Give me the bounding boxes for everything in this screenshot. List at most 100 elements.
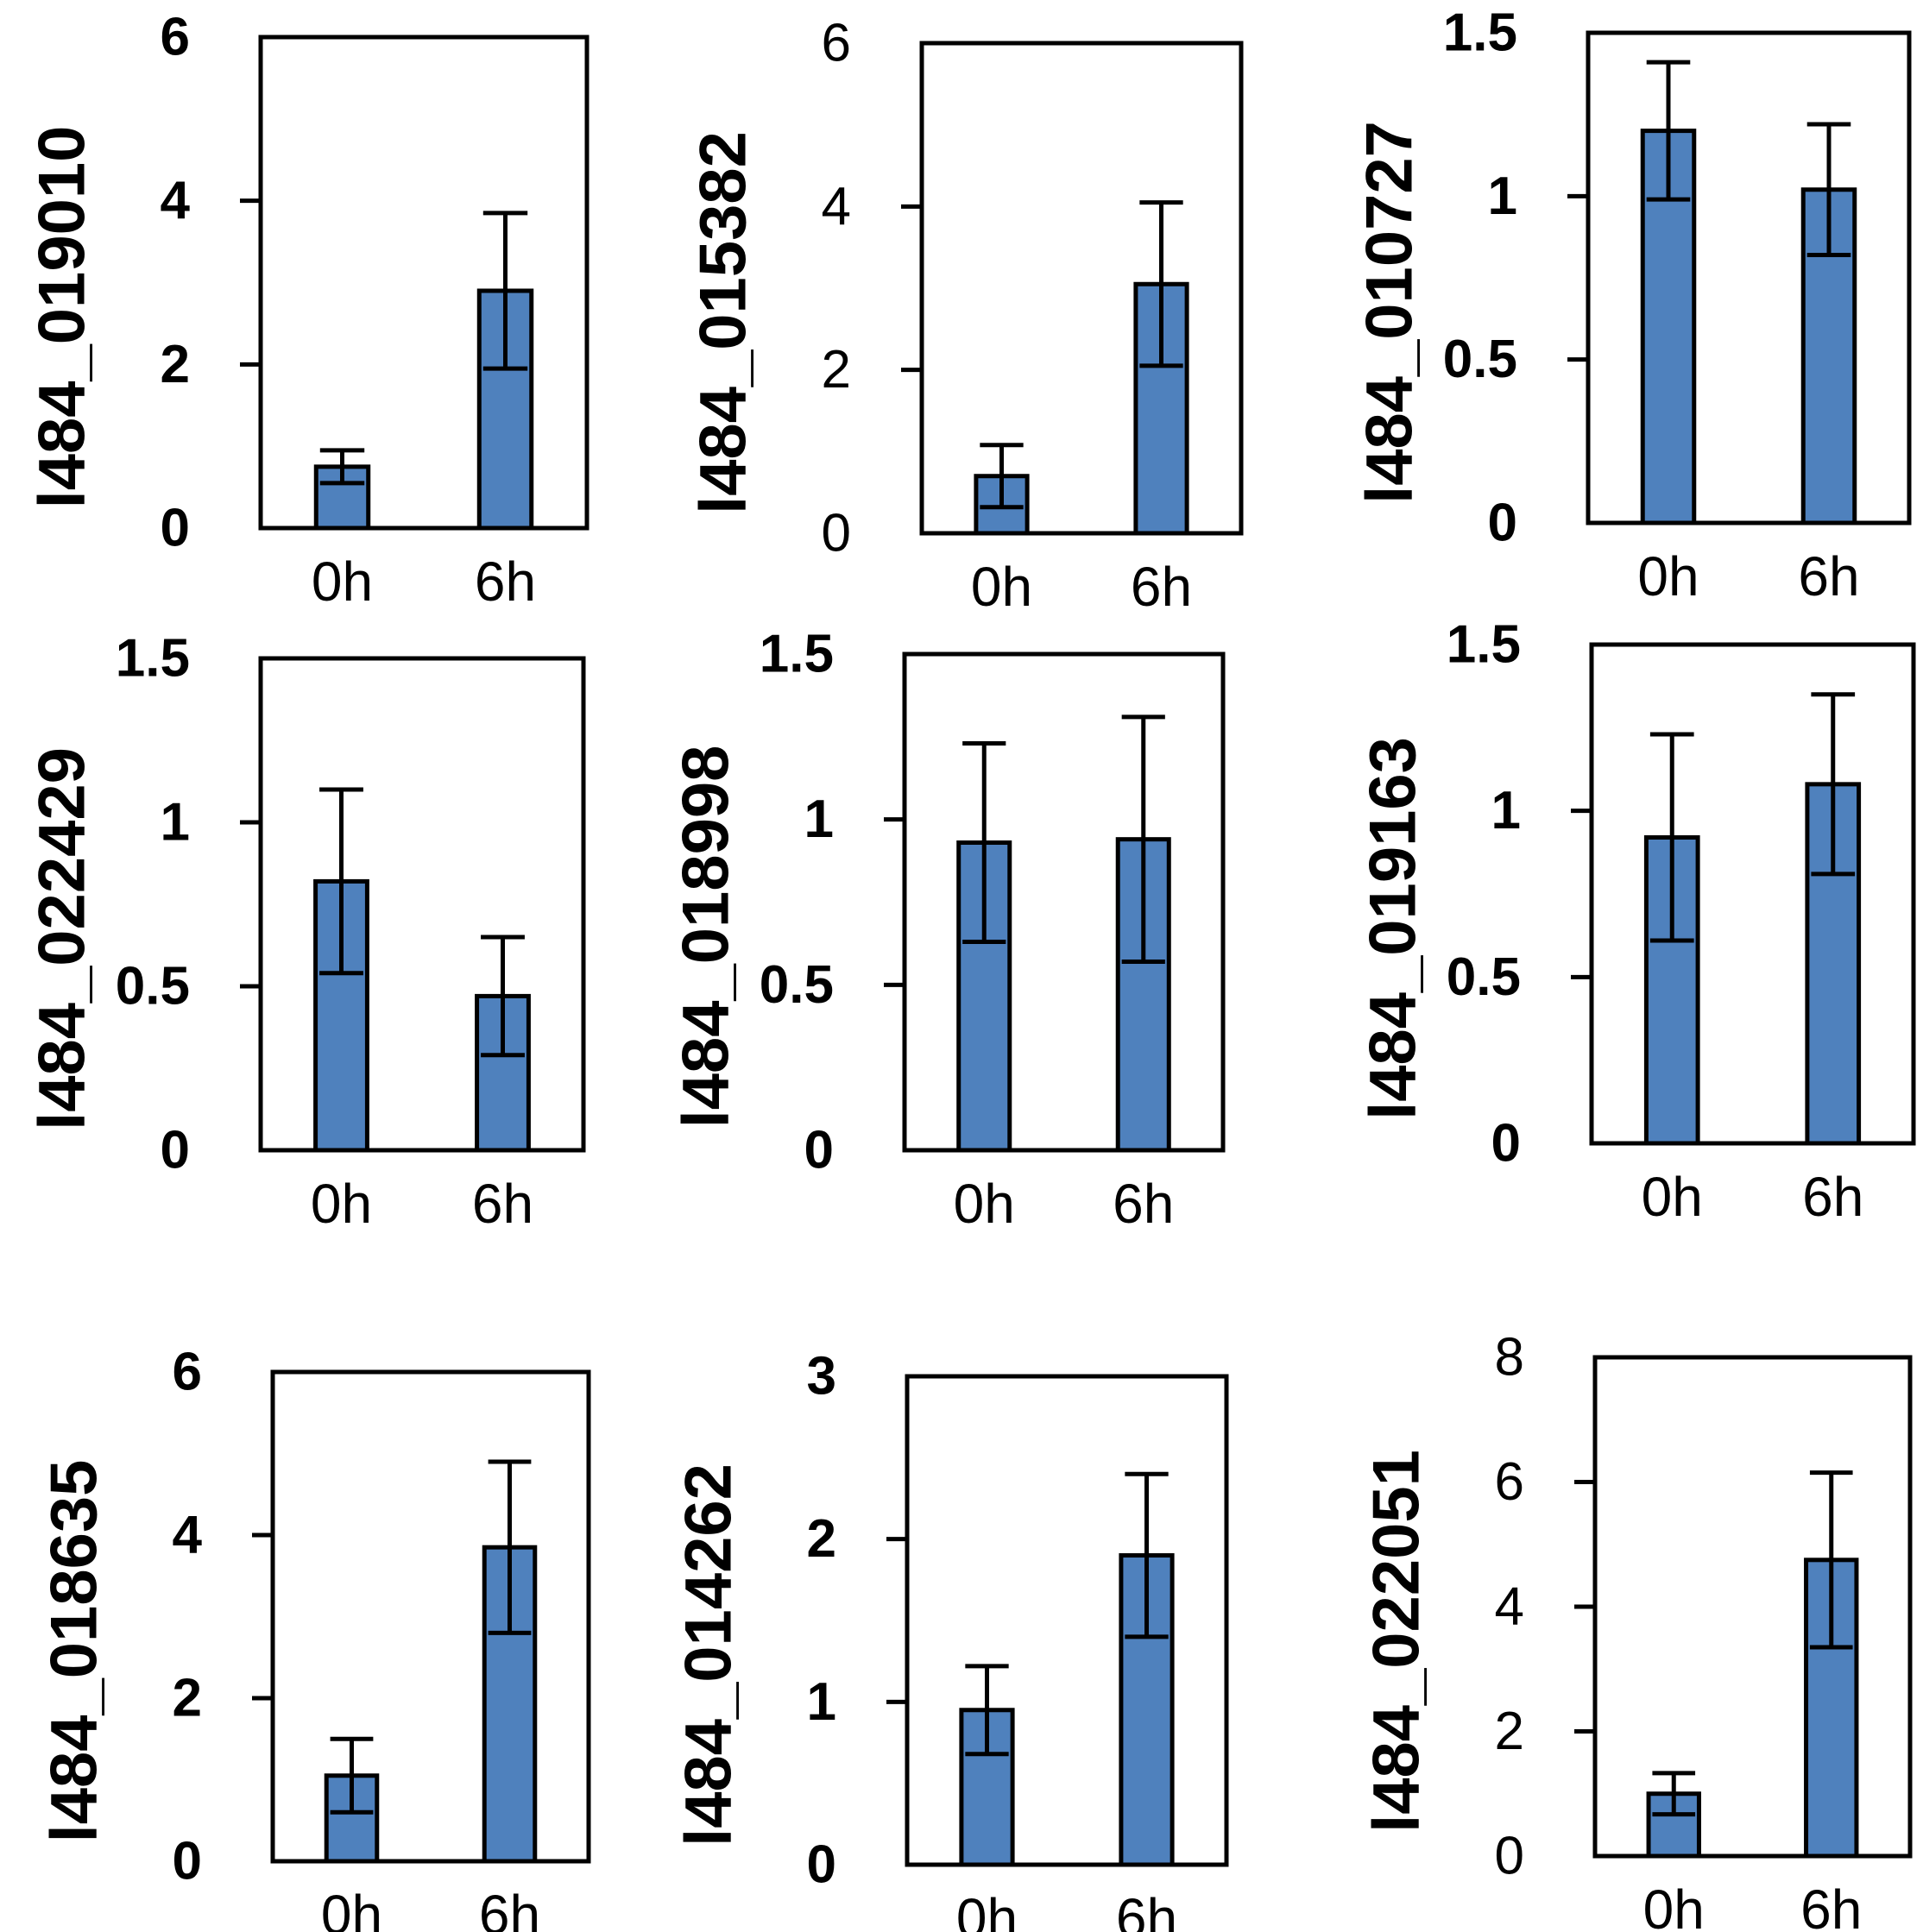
plot-frame [1592, 1355, 1913, 1859]
y-tick-label: 2 [173, 1669, 202, 1728]
y-axis-label: l484_014262 [672, 1463, 746, 1847]
y-tick-label: 0 [822, 504, 851, 563]
x-tick-label-0h: 0h [971, 556, 1032, 618]
chart-panel-9: 0 2 4 6 8 0h 6h l484_022051 [1360, 1328, 1913, 1932]
y-axis-label: l484_022051 [1360, 1450, 1434, 1833]
x-tick-label-0h: 0h [1643, 1879, 1705, 1932]
y-axis-label: l484_019163 [1357, 737, 1430, 1120]
chart-panel-2: 0 2 4 6 0h 6h l484_015382 [687, 14, 1244, 618]
plot-frame [258, 656, 586, 1153]
y-tick-label: 0 [804, 1121, 834, 1180]
plot-frame [258, 35, 590, 531]
plot-frame [919, 41, 1244, 536]
error-bar-0h [1649, 732, 1694, 943]
x-tick-label-6h: 6h [472, 1173, 533, 1235]
error-bar-0h [1652, 1771, 1696, 1817]
y-tick-label: 0.5 [760, 955, 834, 1015]
y-tick-label: 0 [1495, 1827, 1524, 1886]
x-tick-label-6h: 6h [1798, 545, 1859, 607]
x-tick-label-6h: 6h [475, 551, 536, 613]
error-bar-0h [319, 787, 363, 976]
chart-panel-7: 0 2 4 6 0h 6h l484_018635 [38, 1343, 591, 1932]
error-bar-0h [1646, 60, 1691, 202]
chart-panel-6: 0 0.5 1 1.5 0h 6h l484_019163 [1357, 615, 1916, 1228]
chart-panel-1: 0 2 4 6 0h 6h l484_019010 [26, 8, 590, 613]
y-axis-label: l484_022429 [26, 747, 99, 1130]
y-tick-label: 4 [161, 171, 191, 230]
y-tick-label: 6 [173, 1343, 202, 1402]
y-tick-label: 0 [161, 499, 190, 558]
x-tick-label-0h: 0h [954, 1173, 1015, 1235]
x-tick-label-6h: 6h [1113, 1173, 1174, 1235]
y-tick-label: 1 [1491, 781, 1521, 840]
x-tick-label-6h: 6h [1116, 1887, 1177, 1932]
y-tick-label: 4 [822, 177, 851, 236]
x-tick-label-0h: 0h [312, 551, 373, 613]
y-tick-label: 6 [822, 14, 851, 73]
x-tick-label-0h: 0h [1637, 545, 1699, 607]
y-axis-label: l484_015382 [687, 131, 760, 514]
y-tick-label: 2 [161, 335, 190, 394]
x-tick-label-6h: 6h [1800, 1879, 1862, 1932]
y-tick-label: 1 [1488, 167, 1517, 226]
y-tick-label: 2 [807, 1509, 836, 1569]
y-tick-label: 0 [173, 1832, 202, 1891]
error-bar-6h [1811, 692, 1856, 877]
y-tick-label: 0 [1488, 494, 1517, 553]
error-bar-0h [962, 741, 1006, 944]
error-bar-6h [1806, 122, 1851, 257]
x-tick-label-0h: 0h [311, 1173, 372, 1235]
error-bar-0h [980, 443, 1024, 510]
error-bar-0h [965, 1664, 1009, 1757]
y-tick-label: 1 [807, 1672, 836, 1732]
y-tick-label: 1.5 [1447, 615, 1521, 675]
y-tick-label: 0.5 [1447, 947, 1521, 1007]
error-bar-0h [330, 1736, 374, 1815]
error-bar-6h [1139, 200, 1183, 368]
error-bar-6h [488, 1459, 532, 1635]
chart-panel-5: 0 0.5 1 1.5 0h 6h l484_018998 [670, 625, 1226, 1235]
chart-panel-8: 0 1 2 3 0h 6h l484_014262 [672, 1347, 1229, 1932]
bar-0h [959, 1708, 1015, 1867]
error-bar-6h [1125, 1471, 1169, 1639]
y-tick-label: 0.5 [116, 957, 190, 1016]
y-tick-label: 6 [1495, 1452, 1524, 1512]
plot-frame [1589, 642, 1916, 1146]
y-tick-label: 1 [804, 790, 834, 849]
y-tick-label: 1.5 [1443, 3, 1517, 63]
plot-frame [905, 1374, 1229, 1867]
error-bar-6h [1121, 714, 1165, 964]
y-axis-label: l484_018635 [38, 1460, 111, 1843]
y-tick-label: 1.5 [760, 625, 834, 684]
y-axis-label: l484_018998 [670, 746, 743, 1129]
y-tick-label: 0 [161, 1121, 190, 1180]
y-tick-label: 3 [807, 1347, 836, 1407]
y-tick-label: 0 [1491, 1114, 1521, 1174]
plot-frame [902, 651, 1226, 1153]
x-tick-label-0h: 0h [1642, 1166, 1703, 1228]
x-tick-label-6h: 6h [479, 1884, 540, 1932]
error-bar-0h [319, 448, 365, 486]
y-tick-label: 0 [807, 1835, 836, 1895]
y-axis-label: l484_019010 [26, 126, 99, 509]
chart-panel-4: 0 0.5 1 1.5 0h 6h l484_022429 [26, 629, 586, 1235]
y-tick-label: 8 [1495, 1328, 1524, 1388]
y-tick-label: 2 [822, 340, 851, 400]
y-tick-label: 1 [161, 793, 190, 853]
y-tick-label: 1.5 [116, 629, 190, 689]
y-tick-label: 2 [1495, 1702, 1524, 1761]
chart-panel-3: 0 0.5 1 1.5 0h 6h l484_010727 [1353, 3, 1912, 607]
error-bar-6h [1809, 1470, 1853, 1650]
x-tick-label-6h: 6h [1802, 1166, 1863, 1228]
y-tick-label: 4 [173, 1506, 203, 1565]
x-tick-label-0h: 0h [956, 1887, 1018, 1932]
error-bar-6h [481, 935, 525, 1058]
error-bar-6h [482, 211, 528, 371]
y-tick-label: 4 [1495, 1577, 1524, 1637]
y-axis-label: l484_010727 [1353, 121, 1427, 504]
x-tick-label-0h: 0h [321, 1884, 382, 1932]
x-tick-label-6h: 6h [1131, 556, 1192, 618]
plot-frame [1586, 30, 1912, 525]
